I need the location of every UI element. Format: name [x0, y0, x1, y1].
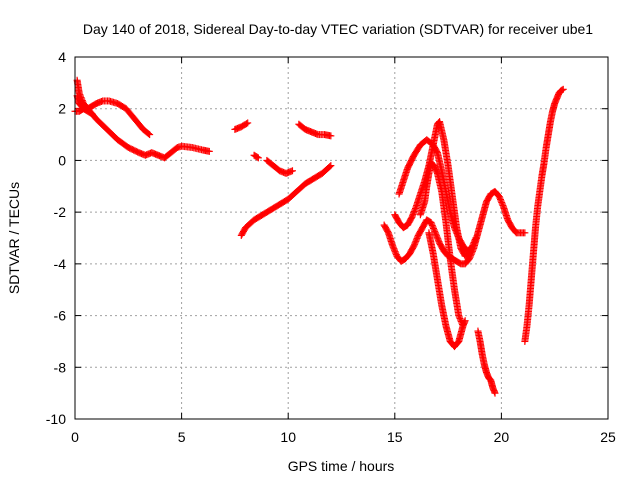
- data-point: [205, 147, 213, 155]
- data-point: [431, 227, 439, 235]
- data-point: [428, 220, 436, 228]
- data-point: [408, 213, 416, 221]
- data-point: [497, 197, 505, 205]
- data-point: [459, 322, 467, 330]
- y-tick-label: -4: [54, 256, 67, 272]
- data-point: [145, 130, 153, 138]
- data-point: [412, 237, 420, 245]
- data-point: [450, 224, 458, 232]
- data-point: [244, 119, 252, 127]
- data-point: [498, 200, 506, 208]
- data-point: [408, 212, 416, 220]
- data-point: [433, 233, 441, 241]
- data-point: [390, 245, 398, 253]
- data-point: [389, 243, 397, 251]
- data-point: [452, 227, 460, 235]
- data-point: [496, 196, 504, 204]
- data-point: [392, 249, 400, 257]
- data-point: [412, 236, 420, 244]
- data-point: [461, 317, 469, 325]
- data-point: [410, 207, 418, 215]
- data-point: [434, 235, 442, 243]
- data-point: [409, 210, 417, 218]
- y-tick-label: 0: [58, 152, 66, 168]
- data-point: [432, 230, 440, 238]
- data-point: [469, 241, 477, 249]
- y-axis-label: SDTVAR / TECUs: [6, 182, 22, 294]
- data-point: [454, 231, 462, 239]
- y-tick-label: -2: [54, 204, 67, 220]
- x-tick-label: 25: [600, 429, 616, 445]
- data-point: [389, 242, 397, 250]
- data-point: [471, 237, 479, 245]
- data-point: [453, 230, 461, 238]
- data-point: [327, 162, 335, 170]
- data-point: [410, 242, 418, 250]
- x-tick-label: 20: [494, 429, 510, 445]
- data-point: [390, 246, 398, 254]
- grid: [75, 57, 608, 419]
- data-point: [146, 131, 154, 139]
- data-point: [433, 232, 441, 240]
- data-point: [472, 234, 480, 242]
- data-point: [242, 120, 250, 128]
- y-tick-label: -8: [54, 359, 67, 375]
- plot-frame: [74, 56, 609, 420]
- data-points: [71, 76, 567, 397]
- data-point: [491, 389, 499, 397]
- data-point: [288, 167, 296, 175]
- data-point: [411, 239, 419, 247]
- y-tick-label: 4: [58, 49, 66, 65]
- data-point: [411, 240, 419, 248]
- data-point: [456, 315, 464, 323]
- data-point: [468, 243, 476, 251]
- data-point: [498, 199, 506, 207]
- data-point: [430, 226, 438, 234]
- data-point: [469, 240, 477, 248]
- data-point: [495, 193, 503, 201]
- data-point: [427, 218, 435, 226]
- x-tick-label: 10: [280, 429, 296, 445]
- y-tick-label: -10: [46, 411, 66, 427]
- data-point: [254, 154, 262, 162]
- data-point: [457, 316, 465, 324]
- data-point: [327, 132, 335, 140]
- chart-title: Day 140 of 2018, Sidereal Day-to-day VTE…: [83, 21, 593, 37]
- data-point: [326, 163, 334, 171]
- data-point: [521, 229, 529, 237]
- y-tick-label: 2: [58, 101, 66, 117]
- x-axis-label: GPS time / hours: [288, 458, 395, 474]
- data-point: [88, 110, 96, 118]
- data-point: [470, 238, 478, 246]
- data-point: [496, 194, 504, 202]
- data-point: [471, 235, 479, 243]
- data-point: [558, 86, 566, 94]
- y-tick-label: -6: [54, 308, 67, 324]
- data-point: [429, 223, 437, 231]
- data-point: [434, 236, 442, 244]
- data-point: [391, 248, 399, 256]
- data-point: [455, 313, 463, 321]
- data-point: [413, 234, 421, 242]
- data-point: [428, 221, 436, 229]
- data-point: [431, 229, 439, 237]
- data-point: [468, 244, 476, 252]
- data-point: [452, 228, 460, 236]
- x-tick-label: 0: [71, 429, 79, 445]
- data-point: [253, 153, 261, 161]
- x-tick-label: 5: [178, 429, 186, 445]
- data-point: [410, 209, 418, 217]
- x-tick-label: 15: [387, 429, 403, 445]
- data-point: [451, 225, 459, 233]
- data-point: [559, 85, 567, 93]
- data-point: [87, 109, 95, 117]
- data-point: [411, 206, 419, 214]
- data-point: [455, 312, 463, 320]
- data-point: [429, 224, 437, 232]
